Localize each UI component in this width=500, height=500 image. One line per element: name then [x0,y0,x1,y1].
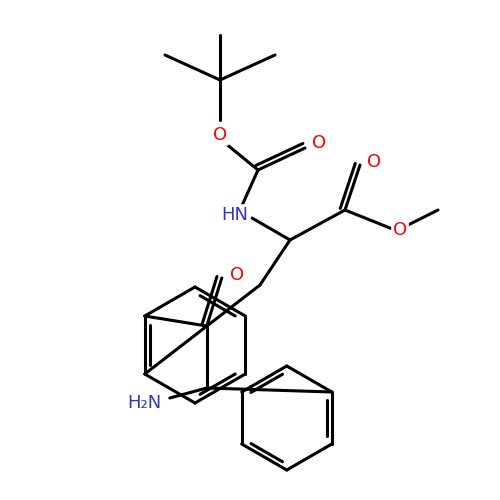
Text: O: O [393,221,407,239]
Text: O: O [213,126,227,144]
Text: O: O [367,153,381,171]
Text: O: O [230,266,244,284]
Text: HN: HN [222,206,248,224]
Text: O: O [312,134,326,152]
Text: H₂N: H₂N [128,394,162,412]
